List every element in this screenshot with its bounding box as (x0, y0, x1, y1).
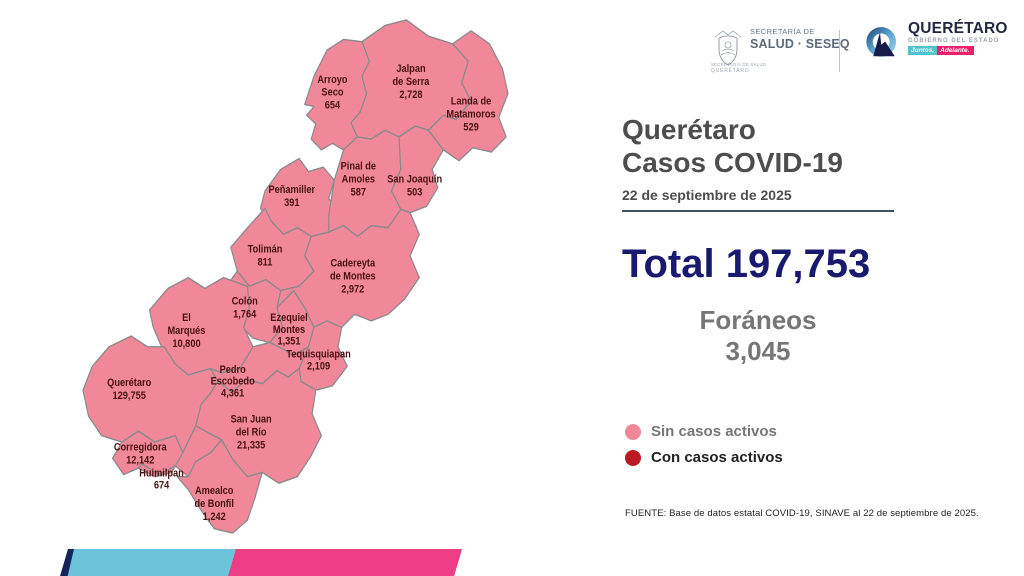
svg-text:529: 529 (463, 122, 479, 134)
svg-text:1,351: 1,351 (277, 336, 300, 348)
svg-text:654: 654 (325, 100, 341, 112)
svg-text:Matamoros: Matamoros (446, 109, 496, 121)
svg-text:El: El (182, 312, 191, 324)
svg-text:Pedro: Pedro (220, 364, 246, 376)
svg-text:del Río: del Río (236, 427, 267, 439)
svg-text:de Serra: de Serra (393, 76, 430, 88)
svg-text:12,142: 12,142 (126, 455, 155, 467)
svg-text:San Juan: San Juan (231, 414, 272, 426)
svg-text:Tequisquiapan: Tequisquiapan (286, 349, 350, 361)
svg-text:674: 674 (154, 480, 170, 492)
svg-text:2,972: 2,972 (341, 284, 364, 296)
svg-text:503: 503 (407, 187, 423, 199)
svg-text:Tolimán: Tolimán (248, 244, 283, 256)
svg-text:Landa de: Landa de (451, 96, 492, 108)
svg-text:1,242: 1,242 (203, 511, 226, 523)
svg-text:2,109: 2,109 (307, 361, 330, 373)
svg-text:129,755: 129,755 (113, 390, 147, 402)
svg-text:Seco: Seco (321, 87, 343, 99)
svg-text:10,800: 10,800 (172, 338, 201, 350)
svg-text:Huimilpan: Huimilpan (139, 468, 184, 480)
svg-text:Escobedo: Escobedo (211, 376, 255, 388)
svg-text:Marqués: Marqués (167, 325, 205, 337)
svg-text:Corregidora: Corregidora (114, 442, 167, 454)
svg-text:21,335: 21,335 (237, 440, 266, 452)
svg-text:Amealco: Amealco (195, 485, 233, 497)
svg-text:Cadereyta: Cadereyta (330, 258, 375, 270)
svg-text:587: 587 (351, 187, 367, 199)
svg-text:de Bonfil: de Bonfil (194, 498, 234, 510)
svg-text:Ezequiel: Ezequiel (270, 312, 308, 324)
svg-text:Amoles: Amoles (342, 174, 376, 186)
svg-text:2,728: 2,728 (399, 89, 422, 101)
svg-text:Pinal de: Pinal de (341, 161, 377, 173)
svg-text:391: 391 (284, 198, 300, 210)
svg-text:Arroyo: Arroyo (317, 74, 347, 86)
svg-text:Querétaro: Querétaro (107, 377, 151, 389)
svg-text:Peñamiller: Peñamiller (268, 185, 315, 197)
svg-text:Jalpan: Jalpan (396, 63, 425, 75)
svg-text:811: 811 (258, 257, 273, 269)
svg-text:Montes: Montes (273, 324, 306, 336)
svg-text:4,361: 4,361 (221, 388, 244, 400)
svg-text:de Montes: de Montes (330, 271, 376, 283)
svg-text:1,764: 1,764 (233, 309, 256, 321)
svg-text:San Joaquín: San Joaquín (387, 174, 442, 186)
svg-text:Colón: Colón (232, 296, 258, 308)
